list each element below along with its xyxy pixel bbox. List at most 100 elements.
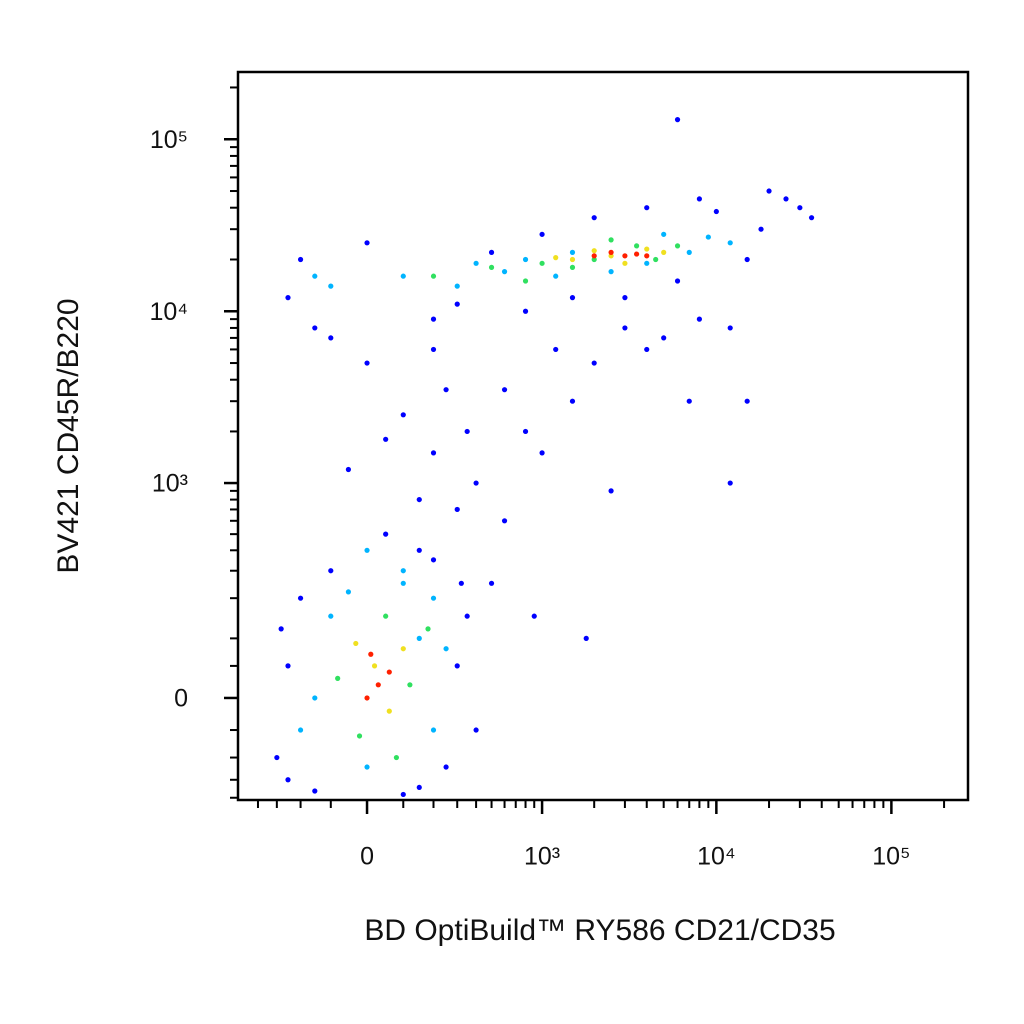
data-point [368, 651, 374, 657]
data-point [345, 466, 352, 473]
data-point [622, 260, 628, 266]
data-point [653, 256, 659, 263]
data-point [569, 398, 576, 404]
data-point [713, 208, 719, 215]
data-point [443, 387, 449, 393]
plot-frame [236, 70, 970, 802]
data-point [383, 436, 389, 442]
data-point [501, 387, 508, 393]
data-point [407, 682, 413, 688]
data-point [591, 215, 597, 221]
data-point [744, 256, 750, 263]
data-point [274, 754, 280, 761]
data-point [400, 412, 406, 418]
data-point [591, 248, 597, 254]
data-point [522, 278, 529, 284]
data-point [608, 269, 614, 275]
data-point [312, 695, 318, 701]
data-point [312, 325, 318, 331]
data-point [458, 580, 464, 586]
data-point [766, 188, 772, 194]
data-point [583, 635, 589, 641]
data-point [375, 682, 381, 688]
data-point [364, 695, 370, 701]
data-point [644, 260, 650, 266]
data-point [661, 249, 667, 255]
data-point [312, 273, 318, 279]
data-point [539, 450, 545, 456]
data-point [297, 727, 304, 733]
data-point [364, 547, 370, 553]
data-point [705, 234, 711, 240]
data-point [454, 301, 460, 307]
data-point [386, 669, 392, 675]
y-tick-label: 10⁴ [149, 298, 188, 326]
data-point [644, 246, 650, 252]
data-point [539, 260, 545, 266]
x-tick-label: 10³ [524, 843, 560, 871]
data-point [622, 295, 628, 301]
data-point [335, 675, 341, 681]
data-point [488, 249, 495, 255]
data-point [622, 253, 628, 259]
data-point [400, 791, 406, 798]
data-point [522, 308, 529, 314]
data-point [353, 640, 359, 647]
data-point [569, 295, 576, 301]
data-point [634, 243, 640, 249]
data-point [454, 283, 460, 289]
data-point [661, 335, 667, 341]
data-point [430, 450, 437, 456]
data-point [430, 346, 437, 353]
data-point [531, 613, 537, 619]
data-point [278, 626, 284, 632]
y-tick-label: 10³ [152, 470, 188, 498]
data-point [393, 754, 400, 761]
y-axis-title: BV421 CD45R/B220 [52, 298, 85, 573]
data-point [416, 784, 422, 791]
data-point [400, 580, 406, 586]
data-point [569, 264, 576, 270]
data-point [488, 264, 495, 270]
data-point [644, 253, 650, 259]
data-point [644, 346, 650, 353]
data-point [371, 663, 378, 669]
data-point [430, 557, 437, 563]
data-point [364, 240, 370, 246]
x-axis-title: BD OptiBuild™ RY586 CD21/CD35 [364, 914, 835, 947]
data-point [808, 215, 815, 221]
data-point [522, 256, 529, 263]
data-point [569, 256, 576, 263]
data-point [297, 595, 304, 601]
data-point [473, 260, 479, 266]
data-point [553, 346, 559, 353]
data-point [430, 273, 437, 279]
x-tick-label: 10⁴ [697, 843, 736, 871]
data-point [454, 506, 460, 513]
data-point [622, 325, 628, 331]
x-tick-label: 0 [360, 843, 374, 871]
data-point [416, 635, 422, 641]
data-point [591, 360, 597, 366]
x-tick-label: 10⁵ [872, 843, 910, 871]
data-point [634, 251, 640, 257]
data-point [386, 708, 392, 714]
data-point [608, 237, 614, 243]
data-point [553, 273, 559, 279]
data-point [661, 231, 667, 237]
data-point [539, 231, 545, 237]
data-point [443, 646, 449, 652]
data-point [430, 316, 437, 322]
data-point [356, 733, 363, 739]
data-point [696, 196, 702, 202]
data-point [553, 255, 559, 261]
data-point [443, 764, 449, 770]
data-point [473, 727, 479, 733]
data-point [312, 788, 318, 794]
data-point [430, 727, 437, 733]
data-point [383, 531, 389, 537]
data-point [674, 278, 681, 284]
data-point [473, 480, 479, 486]
